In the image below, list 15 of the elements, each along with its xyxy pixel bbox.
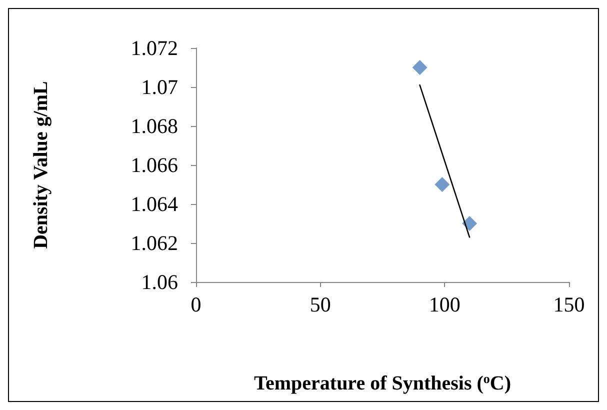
point (412, 60, 428, 75)
y-tick-label: 1.062 (130, 231, 178, 255)
y-tick-label: 1.066 (130, 153, 178, 177)
y-tick-label: 1.07 (141, 75, 178, 99)
point (434, 177, 450, 192)
x-tick-label: 0 (190, 292, 202, 316)
y-tick-label: 1.06 (141, 270, 178, 294)
x-tick-label: 150 (553, 292, 585, 316)
y-tick-label: 1.068 (130, 114, 178, 138)
y-axis-title: Density Value g/mL (30, 81, 52, 249)
x-tick-label: 100 (428, 292, 460, 316)
x-tick-label: 50 (310, 292, 331, 316)
y-tick-label: 1.064 (130, 192, 178, 216)
point (462, 216, 478, 231)
y-tick-label: 1.072 (130, 36, 178, 60)
